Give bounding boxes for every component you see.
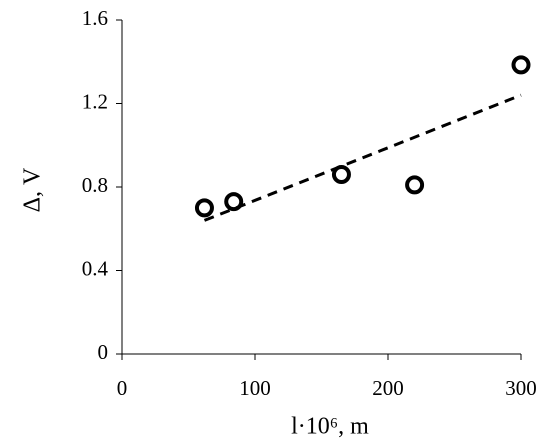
point	[511, 55, 531, 75]
x-tick-label: 300	[505, 376, 537, 400]
y-tick-label: 0.4	[82, 256, 109, 280]
y-tick-label: 1.2	[82, 89, 108, 113]
y-tick-label: 0	[98, 340, 109, 364]
trend-line	[203, 93, 522, 222]
x-axis-label: l·10⁶, m	[291, 414, 369, 440]
point	[405, 175, 425, 195]
point	[331, 164, 351, 184]
x-tick-label: 200	[372, 376, 404, 400]
y-tick-label: 0.8	[82, 173, 108, 197]
x-tick-label: 0	[117, 376, 128, 400]
point	[224, 192, 244, 212]
y-axis-label: Δ, V	[20, 167, 46, 212]
x-tick-label: 100	[239, 376, 271, 400]
y-tick-label: 1.6	[82, 6, 108, 30]
point	[194, 198, 214, 218]
